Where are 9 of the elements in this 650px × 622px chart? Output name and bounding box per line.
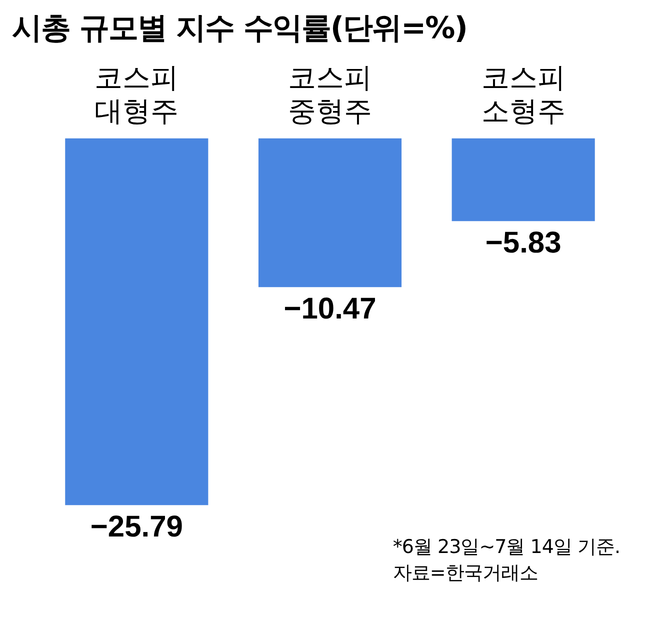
text: *6월 23일~7월 14일 기준. <box>392 535 620 560</box>
data-label: −25.79 <box>90 510 183 544</box>
text: 자료=한국거래소 <box>392 560 539 586</box>
data-label: −10.47 <box>284 292 376 326</box>
chart-title: 시총 규모별 지수 수익률(단위=%) <box>12 10 467 48</box>
x-tick-label: 코스피 대형주 <box>94 61 179 128</box>
x-tick-label: 코스피 중형주 <box>288 61 372 128</box>
data-label: −5.83 <box>485 226 562 260</box>
x-tick-label: 코스피 소형주 <box>481 61 566 128</box>
